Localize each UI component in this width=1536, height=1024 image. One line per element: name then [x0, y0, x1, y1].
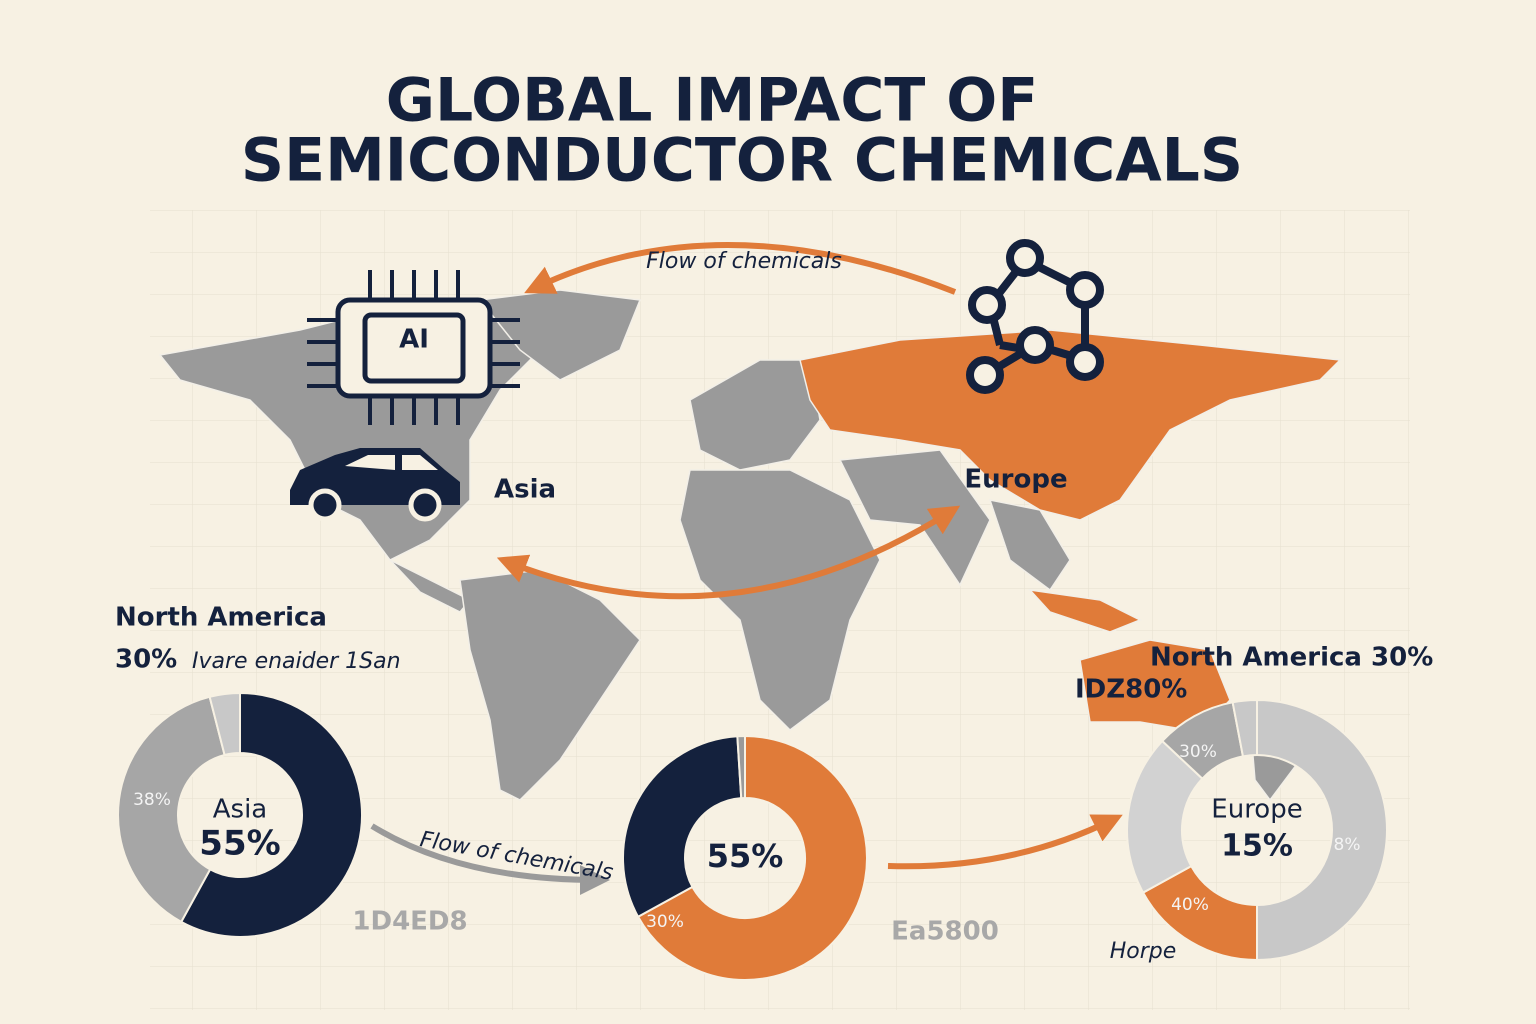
donut-annotation: 38%	[133, 790, 171, 810]
title-line: GLOBAL IMPACT OF	[386, 66, 1038, 136]
title-line: SEMICONDUCTOR CHEMICALS	[241, 126, 1243, 196]
donut-segment	[622, 735, 743, 919]
region-label: Europe	[964, 465, 1067, 495]
chip-icon	[307, 270, 520, 425]
donut-segment	[636, 734, 868, 981]
arrow	[524, 242, 957, 295]
misc-label: Horpe	[1110, 939, 1177, 964]
molecule-icon	[966, 239, 1104, 394]
donut-center-label: Europe	[1211, 795, 1302, 825]
donut-segment	[736, 734, 746, 800]
code-label: 1D4ED8	[352, 907, 467, 937]
donut-center-label: 55%	[707, 837, 784, 875]
donut-segment	[1256, 698, 1388, 962]
region-note: 30%	[115, 645, 177, 675]
donut-annotation: 40%	[1171, 895, 1209, 915]
donut-segment	[179, 691, 363, 938]
arrow	[370, 823, 610, 895]
donut-segment	[117, 695, 226, 924]
region-label: North America 30%	[1150, 643, 1433, 673]
arrow	[496, 505, 961, 600]
flow-label: Flow of chemicals	[646, 249, 842, 274]
donut-center-label: Asia	[213, 795, 268, 825]
region-label: North America	[115, 603, 327, 633]
region-note: Ivare enaider 1San	[192, 649, 401, 674]
donut-center-label: 55%	[199, 824, 280, 864]
car-icon	[290, 448, 460, 522]
donut-center-label: 15%	[1221, 829, 1293, 864]
donut-segment	[1231, 698, 1258, 758]
donut-segment	[208, 691, 241, 757]
donut-annotation: 8%	[1334, 835, 1361, 855]
chip-label: AI	[399, 325, 429, 355]
arrow	[887, 814, 1123, 870]
donut-annotation: 30%	[646, 912, 684, 932]
code-label: Ea5800	[891, 917, 999, 947]
donut-annotation: 30%	[1179, 742, 1217, 762]
region-label: Asia	[494, 475, 556, 505]
flow-arrows	[370, 242, 1123, 895]
region-note: IDZ80%	[1075, 675, 1187, 705]
